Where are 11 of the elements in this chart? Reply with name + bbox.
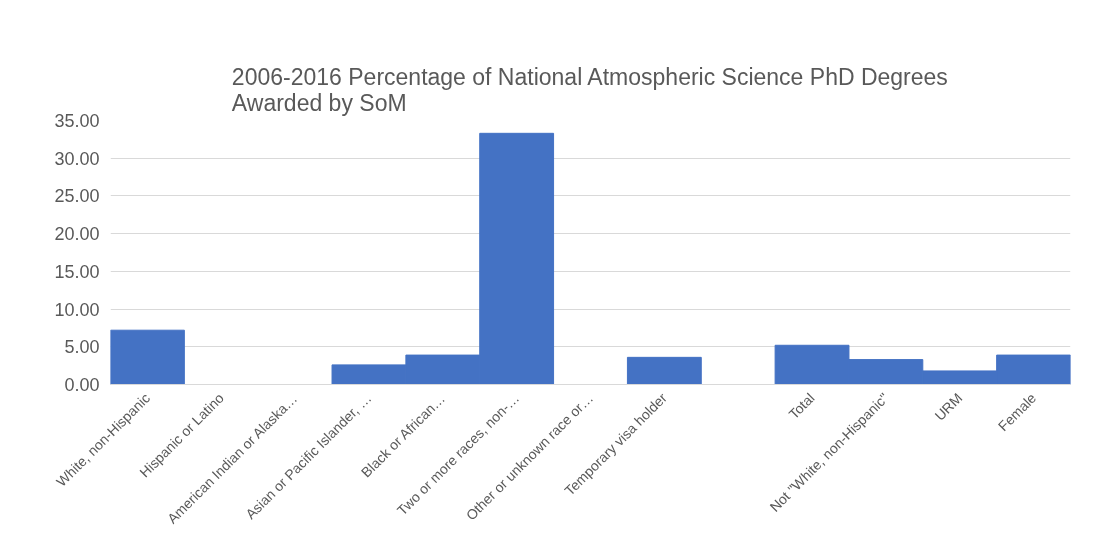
y-tick-label: 20.00 (54, 224, 100, 245)
y-tick-label: 15.00 (54, 261, 100, 282)
chart-title: 2006-2016 Percentage of National Atmospheric Science PhD Degrees Awarded by SoM (231, 63, 948, 116)
y-tick-label: 0.00 (64, 375, 100, 395)
y-tick-label: 30.00 (54, 148, 100, 169)
y-tick-label: 5.00 (64, 337, 100, 358)
y-tick-label: 25.00 (54, 186, 100, 207)
bar (626, 356, 702, 385)
y-tick-label: 35.00 (54, 111, 100, 131)
y-tick-label: 10.00 (54, 299, 100, 320)
bar (110, 329, 185, 385)
